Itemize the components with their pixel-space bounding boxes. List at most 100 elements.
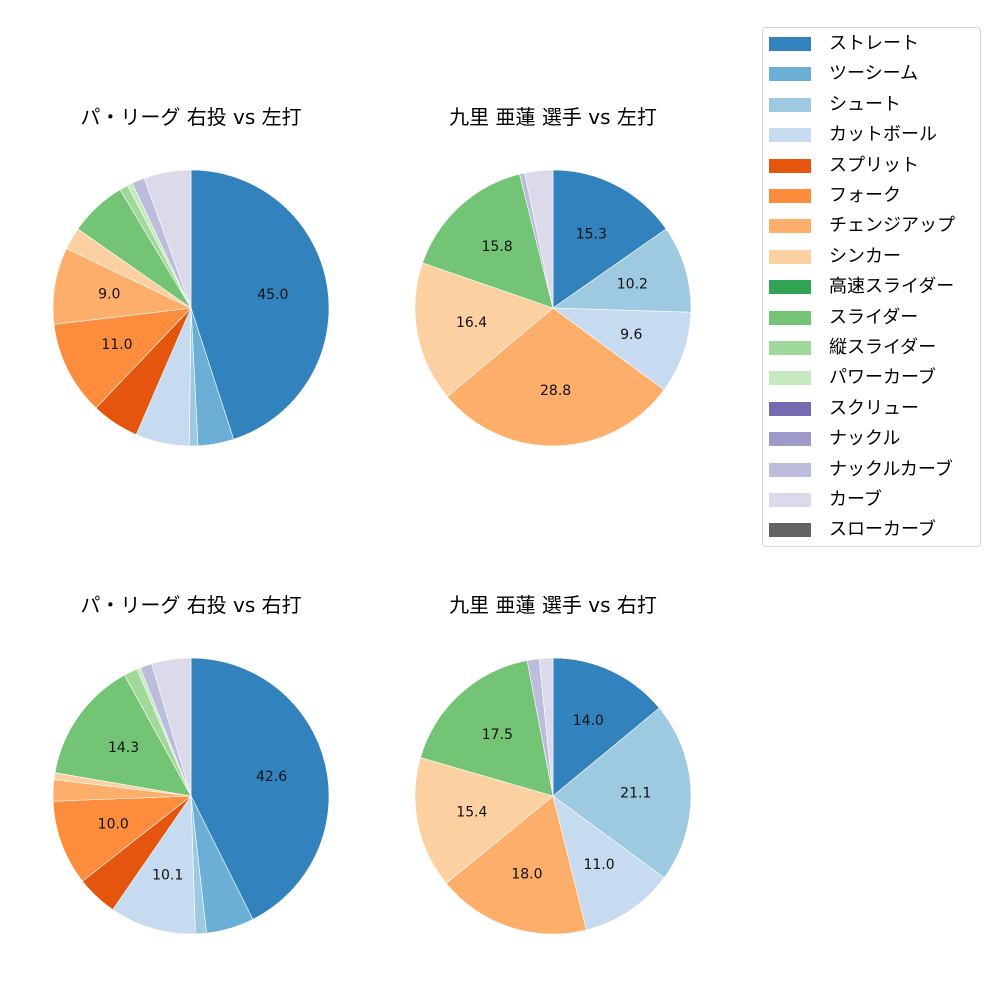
pie-slice <box>422 173 554 309</box>
legend-swatch <box>769 462 811 477</box>
legend-item: スローカーブ <box>769 520 936 540</box>
legend-item: チェンジアップ <box>769 216 955 236</box>
pie-slice <box>143 169 192 309</box>
pie-slice <box>420 660 554 797</box>
legend-item: スライダー <box>769 306 919 328</box>
legend-swatch <box>769 37 811 51</box>
slice-percent-label: 28.8 <box>540 383 571 399</box>
slice-percent-label: 16.4 <box>456 315 487 331</box>
pie-slice <box>54 674 192 797</box>
legend-label: スライダー <box>829 306 919 328</box>
pie-slice <box>552 795 665 931</box>
legend-item: フォーク <box>769 186 901 206</box>
chart-title-league-vs-right: パ・リーグ 右投 vs 右打 <box>80 593 302 617</box>
legend-item: 縦スライダー <box>769 338 936 358</box>
legend-swatch <box>769 67 811 82</box>
legend-swatch <box>769 158 811 173</box>
pie-slice <box>552 707 692 879</box>
legend-label: ナックル <box>829 428 901 450</box>
legend-item: シンカー <box>769 245 901 267</box>
chart-legend: ストレートツーシームシュートカットボール スプリットフォークチェンジアップ シンカー… <box>762 27 981 547</box>
slice-percent-label: 9.0 <box>98 287 120 303</box>
legend-item: パワーカーブ <box>769 368 936 388</box>
legend-label: ストレート <box>829 33 919 54</box>
slice-percent-label: 18.0 <box>511 867 542 883</box>
legend-label: 縦スライダー <box>829 337 937 358</box>
pie-chart-league-vs-right: 42.6 10.1 10.0 14.3 <box>52 657 330 935</box>
legend-swatch <box>769 97 811 112</box>
slice-percent-label: 11.0 <box>584 857 615 873</box>
slice-percent-label: 17.5 <box>482 727 513 743</box>
legend-item: 高速スライダー <box>769 277 954 297</box>
legend-label: ツーシーム <box>829 63 919 85</box>
slice-percent-label: 11.0 <box>101 337 132 353</box>
slice-percent-label: 10.1 <box>152 867 183 883</box>
legend-swatch <box>769 219 811 234</box>
chart-title-pitcher-vs-right: 九里 亜蓮 選手 vs 右打 <box>449 593 657 617</box>
legend-item: スプリット <box>769 154 919 176</box>
legend-label: チェンジアップ <box>829 215 955 237</box>
legend-label: フォーク <box>829 185 901 206</box>
pie-slice <box>552 657 660 797</box>
pie-slice <box>53 307 192 409</box>
legend-label: カットボール <box>829 124 937 146</box>
legend-item: シュート <box>769 93 901 115</box>
legend-label: スプリット <box>829 154 919 176</box>
legend-swatch <box>769 310 811 325</box>
slice-percent-label: 45.0 <box>257 287 288 303</box>
legend-swatch <box>769 371 811 386</box>
slice-percent-label: 10.0 <box>98 817 129 833</box>
legend-label: シンカー <box>829 245 901 267</box>
legend-item: カーブ <box>769 490 882 510</box>
slice-percent-label: 9.6 <box>620 327 642 343</box>
chart-title-league-vs-left: パ・リーグ 右投 vs 左打 <box>80 105 302 129</box>
pie-slice <box>52 795 192 882</box>
slice-percent-label: 42.6 <box>256 769 287 785</box>
pie-slice <box>445 795 587 935</box>
pie-slice <box>524 169 554 309</box>
pie-slice <box>552 169 667 309</box>
pie-slice <box>552 228 692 313</box>
legend-swatch <box>769 249 811 264</box>
legend-item: ナックルカーブ <box>769 458 953 480</box>
legend-swatch <box>769 128 811 143</box>
legend-item: ナックル <box>769 429 900 449</box>
legend-swatch <box>769 189 811 203</box>
legend-item: スクリュー <box>769 397 919 419</box>
pie-chart-pitcher-vs-left: 15.3 10.2 9.6 28.8 16.4 15.8 <box>414 169 692 447</box>
legend-item: カットボール <box>769 125 937 145</box>
slice-percent-label: 10.2 <box>617 276 648 292</box>
legend-swatch <box>769 523 811 538</box>
slice-percent-label: 15.4 <box>456 805 487 821</box>
legend-label: スローカーブ <box>829 519 936 541</box>
legend-swatch <box>769 493 811 507</box>
slice-percent-label: 21.1 <box>620 786 651 802</box>
legend-label: 高速スライダー <box>829 276 955 298</box>
legend-label: スクリュー <box>829 397 919 419</box>
legend-label: シュート <box>829 93 901 115</box>
chart-title-pitcher-vs-left: 九里 亜蓮 選手 vs 左打 <box>449 105 657 129</box>
pie-slice <box>538 657 554 797</box>
legend-swatch <box>769 401 811 416</box>
legend-swatch <box>769 432 811 447</box>
legend-swatch <box>769 341 811 355</box>
pie-slice <box>190 169 330 440</box>
legend-label: パワーカーブ <box>829 367 936 389</box>
legend-item: ツーシーム <box>769 64 918 84</box>
pie-slice <box>414 757 554 884</box>
pie-chart-league-vs-left: 45.0 11.0 9.0 <box>52 169 330 447</box>
legend-item: ストレート <box>769 34 919 54</box>
slice-percent-label: 15.8 <box>481 239 512 255</box>
legend-label: ナックルカーブ <box>829 458 953 480</box>
pie-slice <box>446 307 665 447</box>
pie-slice <box>112 795 196 935</box>
slice-percent-label: 14.3 <box>108 740 139 756</box>
slice-percent-label: 15.3 <box>576 227 607 243</box>
legend-label: カーブ <box>829 489 882 510</box>
pie-chart-pitcher-vs-right: 14.0 21.1 11.0 18.0 15.4 17.5 <box>414 657 692 935</box>
pie-slice <box>190 657 330 920</box>
slice-percent-label: 14.0 <box>573 713 604 729</box>
pie-slice <box>151 657 192 797</box>
pie-slice <box>552 307 692 391</box>
